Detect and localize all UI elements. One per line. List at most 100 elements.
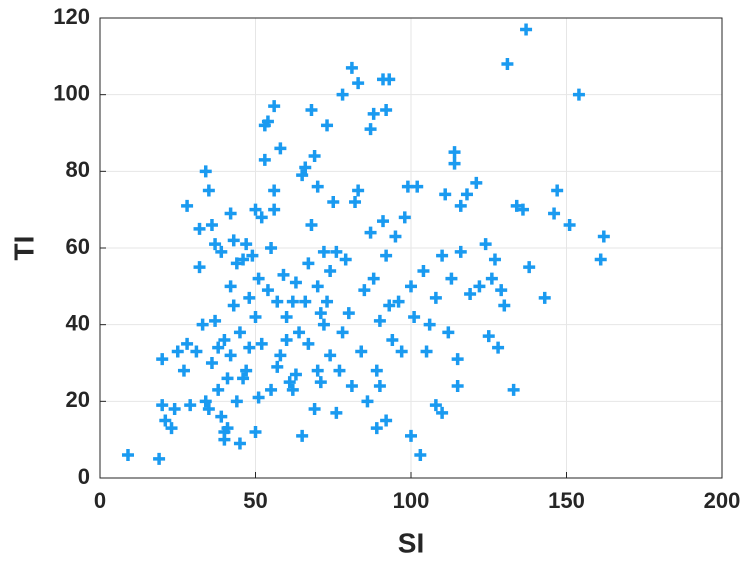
point: [373, 380, 386, 392]
point: [492, 341, 505, 354]
x-tick-label: 0: [94, 488, 106, 513]
point: [224, 280, 237, 293]
point: [165, 422, 178, 435]
point: [345, 61, 358, 74]
point: [305, 104, 318, 116]
point: [202, 184, 215, 197]
point: [551, 184, 564, 197]
point: [286, 383, 299, 396]
point: [224, 207, 237, 220]
point: [265, 242, 278, 254]
point: [252, 391, 265, 404]
point: [261, 284, 274, 297]
point: [184, 399, 197, 412]
point: [209, 238, 222, 251]
point: [243, 291, 256, 304]
point: [221, 422, 234, 435]
point: [268, 203, 281, 216]
point: [507, 383, 520, 396]
point: [405, 280, 417, 293]
point: [230, 257, 243, 270]
point: [439, 188, 452, 201]
point: [289, 276, 302, 289]
point: [352, 77, 365, 90]
point: [454, 245, 467, 258]
point: [417, 265, 430, 277]
point: [171, 345, 184, 358]
point: [240, 238, 253, 251]
x-axis-label: SI: [398, 527, 424, 558]
points: [121, 23, 610, 465]
point: [498, 299, 511, 312]
y-tick-label: 40: [66, 310, 90, 335]
point: [423, 318, 436, 331]
axes-box: [99, 17, 723, 479]
point: [227, 299, 240, 312]
point: [336, 326, 349, 339]
point: [523, 261, 536, 274]
point: [451, 353, 464, 366]
point: [249, 311, 262, 323]
y-axis-label: TI: [8, 236, 39, 261]
point: [436, 406, 449, 419]
x-tick-label: 100: [393, 488, 430, 513]
point: [411, 180, 424, 193]
point: [349, 196, 362, 208]
point: [358, 284, 371, 297]
point: [355, 345, 368, 358]
point: [233, 326, 246, 339]
point: [224, 349, 237, 362]
tick-labels: 0 50 100 150 200 0 20 40 60 80 100 120: [53, 4, 740, 513]
point: [448, 146, 461, 159]
point: [336, 88, 349, 101]
point: [317, 318, 330, 331]
point: [277, 268, 290, 281]
point: [333, 364, 346, 377]
point: [227, 234, 240, 247]
point: [230, 395, 243, 408]
point: [370, 364, 383, 377]
point: [271, 295, 284, 308]
point: [548, 207, 561, 220]
point: [196, 318, 209, 331]
point: [199, 395, 212, 408]
point: [280, 334, 293, 346]
point: [367, 272, 380, 285]
point: [268, 184, 281, 197]
point: [255, 211, 268, 224]
point: [209, 314, 222, 327]
point: [159, 414, 172, 427]
point: [597, 230, 610, 243]
point: [352, 184, 365, 197]
point: [380, 104, 393, 116]
point: [436, 249, 449, 262]
point: [233, 437, 246, 450]
point: [308, 403, 321, 415]
point: [240, 364, 253, 377]
point: [488, 253, 501, 266]
point: [495, 284, 508, 297]
point: [317, 245, 330, 258]
point: [380, 249, 393, 262]
point: [339, 253, 352, 266]
x-tick-label: 150: [548, 488, 585, 513]
point: [177, 364, 190, 377]
point: [383, 299, 396, 312]
point: [311, 280, 324, 293]
y-tick-label: 20: [66, 387, 90, 412]
point: [280, 311, 293, 323]
point: [212, 383, 225, 396]
point: [302, 257, 315, 270]
point: [345, 380, 358, 392]
point: [271, 360, 284, 373]
point: [212, 341, 225, 354]
point: [395, 345, 408, 358]
y-tick-label: 100: [53, 80, 90, 105]
point: [237, 253, 250, 266]
point: [156, 399, 169, 412]
point: [414, 449, 427, 461]
point: [361, 395, 374, 408]
point: [255, 337, 268, 350]
point: [464, 288, 477, 300]
